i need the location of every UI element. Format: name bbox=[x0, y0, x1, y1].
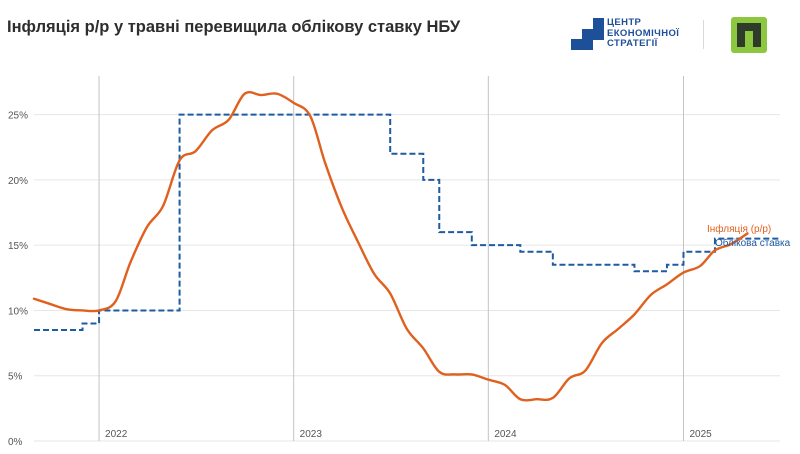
inflation-series-label: Інфляція (р/р) bbox=[707, 223, 771, 235]
inflation-line bbox=[32, 91, 749, 402]
x-tick-label: 2024 bbox=[494, 429, 517, 440]
x-tick-label: 2022 bbox=[105, 429, 128, 440]
y-tick-label: 15% bbox=[8, 241, 28, 252]
y-tick-label: 0% bbox=[8, 437, 23, 448]
y-tick-label: 25% bbox=[8, 111, 28, 122]
policy-rate-line bbox=[34, 113, 780, 332]
y-tick-label: 5% bbox=[8, 372, 23, 383]
logo-divider bbox=[703, 20, 704, 49]
ces-logo-line: СТРАТЕГІЇ bbox=[607, 38, 658, 50]
ces-logo-line: ЕКОНОМІЧНОЇ bbox=[607, 27, 680, 39]
policy-rate-series-label: Облікова ставка bbox=[715, 237, 791, 249]
ces-logo-mark-icon bbox=[571, 18, 604, 50]
ces-logo: ЦЕНТР ЕКОНОМІЧНОЇ СТРАТЕГІЇ bbox=[571, 18, 679, 50]
y-tick-label: 10% bbox=[8, 306, 28, 317]
y-tick-label: 20% bbox=[8, 176, 28, 187]
x-tick-label: 2023 bbox=[300, 429, 323, 440]
privatbank-logo-icon bbox=[731, 17, 767, 53]
ces-logo-line: ЦЕНТР bbox=[607, 17, 642, 29]
ces-logo-text: ЦЕНТР ЕКОНОМІЧНОЇ СТРАТЕГІЇ bbox=[607, 18, 679, 50]
chart-title: Інфляція р/р у травні перевищила обліков… bbox=[7, 18, 461, 36]
x-tick-label: 2025 bbox=[689, 429, 712, 440]
